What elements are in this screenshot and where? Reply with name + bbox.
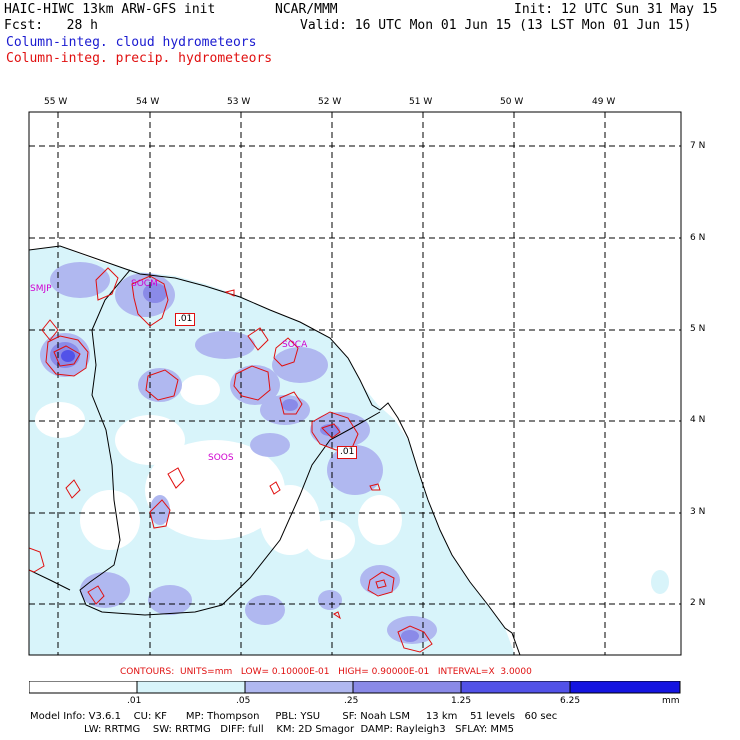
contours-info: CONTOURS: UNITS=mm LOW= 0.10000E-01 HIGH… bbox=[120, 667, 532, 677]
station-label: SOOS bbox=[208, 453, 234, 463]
forecast-hour: Fcst: 28 h bbox=[4, 18, 98, 33]
institution-label: NCAR/MMM bbox=[275, 2, 338, 17]
init-time: Init: 12 UTC Sun 31 May 15 bbox=[514, 2, 718, 17]
color-bar-tick: .05 bbox=[236, 696, 251, 706]
lat-label: 5 N bbox=[690, 324, 706, 334]
color-bar-bin bbox=[460, 681, 571, 694]
field-precip-label: Column-integ. precip. hydrometeors bbox=[6, 51, 273, 66]
lat-label: 2 N bbox=[690, 598, 706, 608]
field-cloud-label: Column-integ. cloud hydrometeors bbox=[6, 35, 257, 50]
color-bar-tick: 6.25 bbox=[560, 696, 581, 706]
color-bar-bin bbox=[136, 681, 246, 694]
color-bar-tick: .25 bbox=[344, 696, 359, 706]
lat-label: 6 N bbox=[690, 233, 706, 243]
lon-label: 51 W bbox=[409, 97, 433, 107]
model-info-line2: LW: RRTMG SW: RRTMG DIFF: full KM: 2D Sm… bbox=[30, 724, 515, 735]
map-frame bbox=[28, 111, 682, 656]
lon-label: 55 W bbox=[44, 97, 68, 107]
color-bar-bin bbox=[569, 681, 681, 694]
lat-label: 4 N bbox=[690, 415, 706, 425]
lon-label: 54 W bbox=[136, 97, 160, 107]
cloud-hydrometeor-field bbox=[29, 112, 681, 655]
contour-value-label: .01 bbox=[175, 313, 196, 326]
color-bar bbox=[29, 681, 681, 694]
model-info-line1: Model Info: V3.6.1 CU: KF MP: Thompson P… bbox=[30, 711, 558, 722]
station-label: SOCA bbox=[282, 340, 308, 350]
contour-value-label: .01 bbox=[337, 446, 358, 459]
color-bar-units: mm bbox=[662, 696, 680, 706]
color-bar-tick: 1.25 bbox=[451, 696, 472, 706]
station-label: SOCM bbox=[131, 279, 158, 289]
precip-hydrometeor-contours bbox=[29, 267, 433, 653]
coastline bbox=[29, 245, 521, 655]
color-bar-tick: .01 bbox=[127, 696, 142, 706]
valid-time: Valid: 16 UTC Mon 01 Jun 15 (13 LST Mon … bbox=[300, 18, 692, 33]
lat-label: 3 N bbox=[690, 507, 706, 517]
color-bar-bin bbox=[244, 681, 354, 694]
plot-title: HAIC-HIWC 13km ARW-GFS init bbox=[4, 2, 216, 17]
color-bar-bin bbox=[352, 681, 462, 694]
color-bar-bin bbox=[29, 681, 138, 694]
lon-label: 53 W bbox=[227, 97, 251, 107]
lon-label: 49 W bbox=[592, 97, 616, 107]
lat-lon-grid bbox=[29, 112, 681, 655]
lat-label: 7 N bbox=[690, 141, 706, 151]
station-label: SMJP bbox=[30, 284, 52, 294]
lon-label: 50 W bbox=[500, 97, 524, 107]
lon-label: 52 W bbox=[318, 97, 342, 107]
